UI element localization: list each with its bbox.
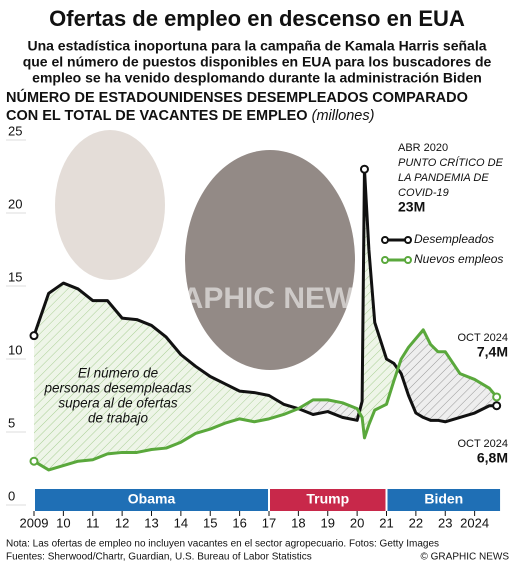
- line: [33, 328, 498, 472]
- subtitle: empleo se ha venido desplomando durante …: [32, 70, 482, 86]
- era-band: [270, 489, 386, 511]
- y-tick-label: 25: [8, 123, 22, 138]
- x-tick-label: 15: [203, 515, 217, 530]
- x-tick-label: 20: [350, 515, 364, 530]
- era-label: Trump: [306, 491, 349, 507]
- x-tick-label: 12: [115, 515, 129, 530]
- y-tick-label: 0: [8, 488, 15, 503]
- annotation: supera al de ofertas: [58, 396, 178, 411]
- x-tick-label: 18: [291, 515, 305, 530]
- photo-placeholder: [185, 150, 355, 370]
- x-tick-label: 21: [379, 515, 393, 530]
- annotation: PUNTO CRÍTICO DE: [398, 156, 504, 169]
- legend-label: Nuevos empleos: [414, 252, 503, 266]
- source: Fuentes: Sherwood/Chartr, Guardian, U.S.…: [6, 552, 312, 563]
- axis-label: NÚMERO DE ESTADOUNIDENSES DESEMPLEADOS C…: [6, 88, 468, 106]
- era-label: Obama: [128, 491, 176, 507]
- annotation: OCT 2024: [457, 438, 508, 450]
- point-marker: [492, 401, 502, 411]
- point-marker: [492, 392, 502, 402]
- legend-marker: [381, 236, 389, 244]
- title: Ofertas de empleo en descenso en EUA: [49, 6, 465, 31]
- legend-label: Desempleados: [414, 232, 494, 246]
- annotation: personas desempleadas: [43, 381, 191, 396]
- era-band: [387, 489, 501, 511]
- subtitle: Una estadística inoportuna para la campa…: [27, 38, 486, 54]
- legend-marker: [404, 236, 412, 244]
- x-tick-label: 2024: [460, 515, 489, 530]
- photo-placeholder: [55, 130, 165, 280]
- x-tick-label: 17: [262, 515, 276, 530]
- line: [32, 167, 497, 424]
- x-tick-label: 11: [86, 515, 100, 530]
- point-marker: [359, 164, 369, 174]
- annotation: ABR 2020: [398, 142, 448, 154]
- axis-label: CON EL TOTAL DE VACANTES DE EMPLEO (mill…: [6, 108, 374, 124]
- x-tick-label: 19: [321, 515, 335, 530]
- annotation: 7,4M: [477, 344, 508, 360]
- x-tick-label: 16: [232, 515, 246, 530]
- note: Nota: Las ofertas de empleo no incluyen …: [6, 539, 439, 550]
- x-tick-label: 22: [409, 515, 423, 530]
- era-band: [35, 489, 268, 511]
- annotation: COVID-19: [398, 187, 449, 199]
- point-marker: [29, 331, 39, 341]
- annotation: de trabajo: [88, 411, 149, 426]
- y-tick-label: 15: [8, 269, 22, 284]
- x-tick-label: 10: [56, 515, 70, 530]
- point-marker: [29, 456, 39, 466]
- x-tick-label: 2009: [20, 515, 49, 530]
- x-tick-label: 14: [174, 515, 188, 530]
- x-tick-label: 23: [438, 515, 452, 530]
- era-label: Biden: [424, 491, 463, 507]
- x-tick-label: 13: [144, 515, 158, 530]
- credit: © GRAPHIC NEWS: [421, 552, 510, 563]
- y-tick-label: 10: [8, 342, 22, 357]
- y-tick-label: 20: [8, 196, 22, 211]
- annotation: 23M: [398, 199, 425, 215]
- annotation: El número de: [78, 366, 158, 381]
- annotation: LA PANDEMIA DE: [398, 172, 489, 184]
- y-tick-label: 5: [8, 415, 15, 430]
- legend-marker: [381, 256, 389, 264]
- legend-marker: [404, 256, 412, 264]
- annotation: OCT 2024: [457, 332, 508, 344]
- watermark: GRAPHIC NEWS: [137, 282, 374, 315]
- annotation: 6,8M: [477, 450, 508, 466]
- subtitle: que el número de puestos disponibles en …: [23, 54, 492, 70]
